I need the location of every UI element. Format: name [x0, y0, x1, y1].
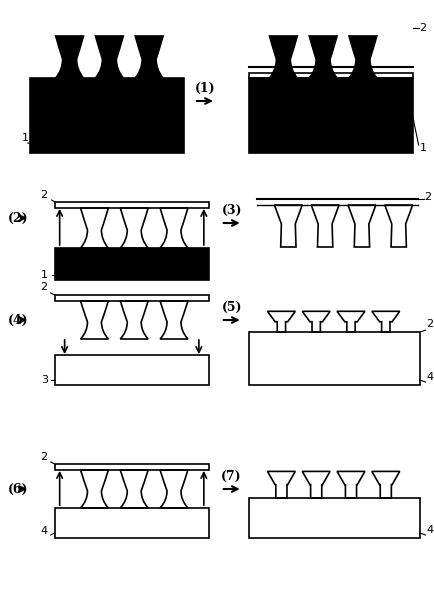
Text: 1: 1: [419, 143, 426, 153]
Text: 3: 3: [41, 375, 48, 385]
PathPatch shape: [95, 36, 123, 78]
PathPatch shape: [309, 36, 336, 78]
Text: (6): (6): [8, 482, 28, 495]
Text: (1): (1): [194, 82, 215, 95]
PathPatch shape: [135, 36, 163, 78]
Bar: [248, 332, 419, 385]
Bar: [55, 295, 208, 301]
Text: 4: 4: [426, 525, 433, 535]
PathPatch shape: [56, 36, 83, 78]
Text: (5): (5): [221, 301, 241, 314]
Text: 1: 1: [41, 270, 48, 280]
Text: (4): (4): [8, 313, 29, 327]
PathPatch shape: [269, 36, 296, 78]
Text: (3): (3): [221, 204, 241, 217]
Text: (2): (2): [8, 211, 29, 224]
Text: 2: 2: [40, 190, 48, 200]
Bar: [30, 78, 184, 153]
Text: 1: 1: [22, 133, 29, 143]
PathPatch shape: [348, 36, 376, 78]
Bar: [55, 508, 208, 538]
Text: 2: 2: [419, 23, 426, 33]
Text: 2: 2: [40, 452, 48, 462]
Bar: [55, 464, 208, 470]
Bar: [248, 73, 412, 78]
Text: 2: 2: [426, 319, 433, 329]
Bar: [55, 355, 208, 385]
Bar: [55, 202, 208, 208]
Bar: [248, 78, 412, 153]
Text: (7): (7): [221, 470, 241, 483]
Bar: [248, 498, 419, 538]
Bar: [55, 248, 208, 280]
Text: 2: 2: [424, 192, 431, 202]
Text: 4: 4: [426, 372, 433, 382]
Text: 2: 2: [40, 282, 48, 292]
Text: 4: 4: [40, 526, 48, 536]
